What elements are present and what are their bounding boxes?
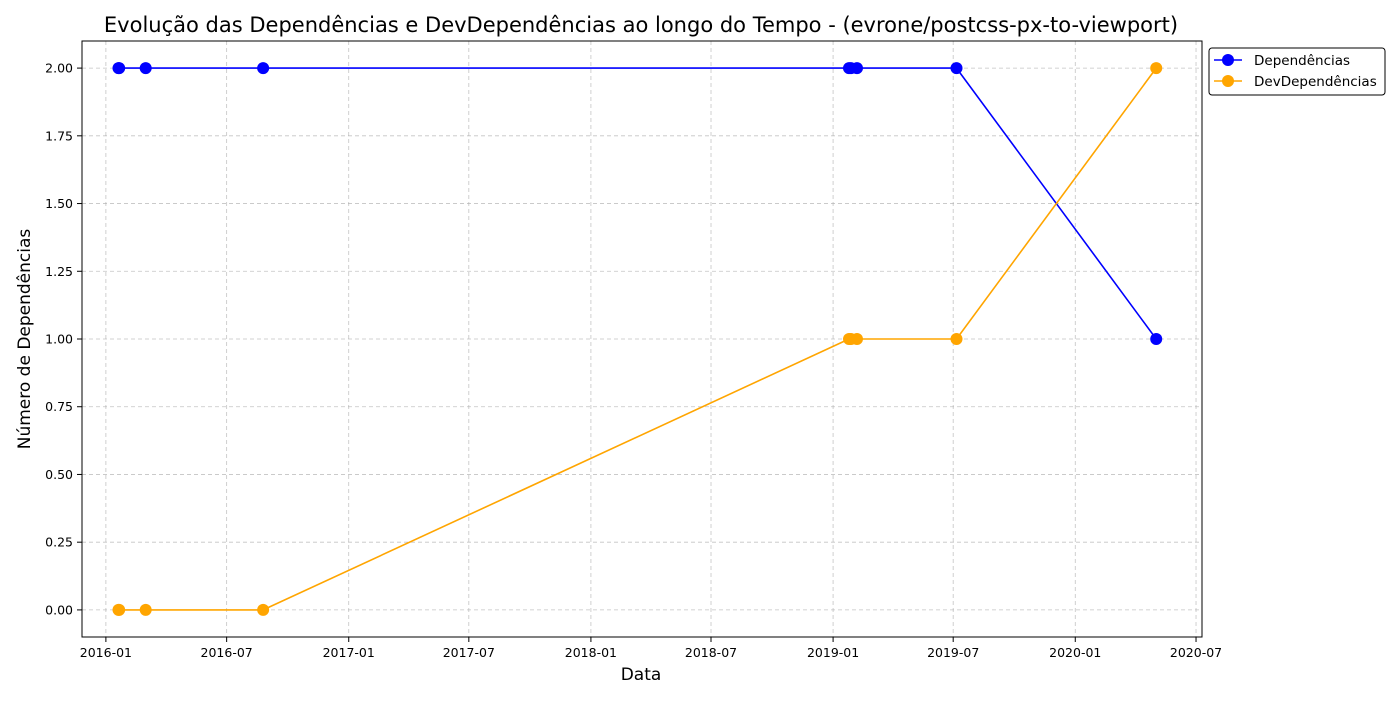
data-point [113,62,126,75]
y-tick-label: 1.00 [45,332,73,347]
series-layer [112,62,1163,616]
x-tick-label: 2019-07 [927,645,979,660]
x-axis-label: Data [621,665,662,685]
legend-marker [1222,75,1234,87]
data-point [257,62,270,75]
x-tick-label: 2019-01 [807,645,859,660]
y-tick-label: 2.00 [45,61,73,76]
legend: Dependências DevDependências [1208,47,1386,96]
y-tick-label: 0.25 [45,535,73,550]
x-tick-label: 2016-07 [201,645,253,660]
y-axis-label: Número de Dependências [15,229,35,450]
y-tick-label: 0.50 [45,467,73,482]
legend-box [1208,47,1386,96]
y-tick-label: 0.75 [45,399,73,414]
x-tick-label: 2017-01 [323,645,375,660]
legend-item: DevDependências [1214,74,1377,90]
chart-title: Evolução das Dependências e DevDependênc… [104,13,1178,37]
x-tick-label: 2020-01 [1049,645,1101,660]
data-point [139,603,152,616]
data-point [850,333,863,345]
x-tick-label: 2018-01 [565,645,617,660]
legend-label: Dependências [1254,53,1350,69]
y-tick-label: 1.50 [45,196,73,211]
y-tick-label: 1.75 [45,128,73,143]
x-axis-ticks: 2016-01 2016-07 2017-01 2017-07 2018-01 2018-… [80,637,1222,660]
y-tick-label: 1.25 [45,264,73,279]
legend-label: DevDependências [1254,74,1377,90]
data-point [139,62,152,75]
data-point [113,603,126,616]
data-point [950,333,963,345]
legend-marker [1222,54,1234,66]
series-devdependencias [112,62,1163,616]
data-point [850,62,863,75]
legend-item: Dependências [1214,53,1350,69]
data-point [257,603,270,616]
x-tick-label: 2017-07 [443,645,495,660]
data-point [1150,333,1163,345]
x-tick-label: 2016-01 [80,645,132,660]
series-dependencias [112,62,1163,345]
x-tick-label: 2018-07 [685,645,737,660]
data-point [1150,62,1163,75]
y-tick-label: 0.00 [45,602,73,617]
data-point [950,62,963,75]
y-axis-ticks: 0.00 0.25 0.50 0.75 1.00 1.25 1.50 1.75 2.00 [45,61,82,617]
x-tick-label: 2020-07 [1170,645,1222,660]
